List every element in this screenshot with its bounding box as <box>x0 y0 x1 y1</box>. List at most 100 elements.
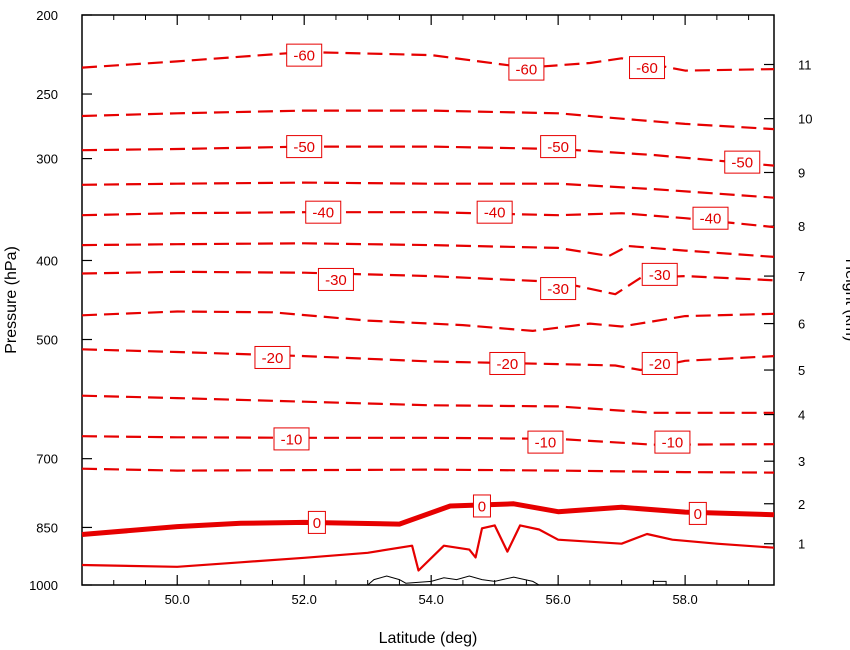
y-tick-label: 1000 <box>29 578 58 593</box>
contour-label-box <box>286 135 323 159</box>
contour-label-box <box>508 57 545 81</box>
terrain-outline <box>367 575 667 586</box>
contour-labels: -60 -60 -60 -50 -50 -50 -40 -40 -40 -30 -30 -30 -20 -… <box>254 43 761 534</box>
y2-axis-title: Height (km) <box>842 259 850 342</box>
y-tick-label: 400 <box>36 253 58 268</box>
contour-label-box <box>540 135 577 159</box>
x-tick-label: 58.0 <box>672 592 697 607</box>
contour-label: -60 <box>629 56 666 80</box>
x-tick-label: 52.0 <box>292 592 317 607</box>
y-tick-label: 850 <box>36 520 58 535</box>
contour-label: -40 <box>476 200 513 224</box>
contour-label: -60 <box>508 57 545 81</box>
contour-label: -30 <box>540 277 577 301</box>
contour-label-box <box>317 267 354 291</box>
contour-label-text: -60 <box>636 60 658 77</box>
contour-label-box <box>654 430 691 454</box>
contour-line--20 <box>81 348 775 372</box>
contour-lines <box>81 50 775 572</box>
contour-label-text: -50 <box>731 155 753 172</box>
contour-label-box <box>254 345 291 369</box>
contour-label-text: -10 <box>662 435 684 452</box>
contour-label: 0 <box>307 510 326 534</box>
x-tick-label: 56.0 <box>545 592 570 607</box>
contour-label-text: -30 <box>325 272 347 289</box>
contour-line--10 <box>81 435 775 446</box>
contour-label-box <box>476 200 513 224</box>
contour-label-text: -20 <box>497 356 519 373</box>
y2-tick-label: 8 <box>798 219 805 234</box>
contour-label: -10 <box>273 427 310 451</box>
y-axis-title: Pressure (hPa) <box>3 246 20 354</box>
contour-label-text: -60 <box>516 62 538 79</box>
contour-label-box <box>472 494 491 518</box>
y2-tick-label: 3 <box>798 454 805 469</box>
contour-label: -40 <box>305 200 342 224</box>
contour-label-text: -60 <box>293 48 315 65</box>
y2-tick-label: 7 <box>798 269 805 284</box>
y2-tick-label: 11 <box>798 57 812 72</box>
contour-line-5 <box>81 524 775 572</box>
contour-label-text: -40 <box>700 211 722 228</box>
contour-label-text: 0 <box>694 506 702 523</box>
contour-line--15 <box>81 394 774 414</box>
contour-label: -10 <box>527 430 564 454</box>
contour-label-box <box>688 501 707 525</box>
y2-tick-label: 6 <box>798 317 805 332</box>
y2-tick-label: 1 <box>798 537 805 552</box>
terrain-line <box>367 575 667 586</box>
contour-label-box <box>641 351 678 375</box>
contour-label-text: 0 <box>478 498 486 515</box>
contour-label: -40 <box>692 206 729 230</box>
contour-label-text: -40 <box>312 205 334 222</box>
contour-label-text: -10 <box>535 435 557 452</box>
y2-tick-label: 5 <box>798 363 805 378</box>
contour-line--5 <box>81 467 775 474</box>
y2-tick-label: 10 <box>798 112 812 127</box>
contour-line--55 <box>81 109 775 131</box>
contour-label-box <box>273 427 310 451</box>
y-tick-label: 700 <box>36 452 58 467</box>
contour-label-box <box>286 43 323 67</box>
contour-label: -30 <box>641 262 678 286</box>
contour-label-text: -30 <box>649 267 671 284</box>
x-tick-label: 54.0 <box>419 592 444 607</box>
contour-label-box <box>641 262 678 286</box>
y-tick-label: 500 <box>36 333 58 348</box>
contour-label-box <box>527 430 564 454</box>
contour-label-text: -40 <box>484 205 506 222</box>
contour-label: -10 <box>654 430 691 454</box>
contour-label-text: -30 <box>547 281 569 298</box>
plot-frame <box>81 14 775 586</box>
contour-label-text: -20 <box>649 356 671 373</box>
contour-label: -60 <box>286 43 323 67</box>
contour-label: -20 <box>489 351 526 375</box>
contour-line--35 <box>81 242 775 258</box>
y2-tick-label: 9 <box>798 165 805 180</box>
contour-label-text: -10 <box>281 431 303 448</box>
y2-tick-label: 2 <box>798 497 805 512</box>
contour-label-box <box>540 277 577 301</box>
contour-label: -20 <box>641 351 678 375</box>
contour-line--60 <box>81 50 775 72</box>
contour-label: -20 <box>254 345 291 369</box>
contour-line--45 <box>81 181 775 199</box>
contour-line--50 <box>81 145 775 167</box>
contour-label: -30 <box>317 267 354 291</box>
contour-label: -50 <box>286 135 323 159</box>
contour-label-text: -20 <box>262 350 284 367</box>
contour-label-text: 0 <box>313 515 321 532</box>
y2-tick-label: 4 <box>798 408 805 423</box>
y-tick-label: 200 <box>36 8 58 23</box>
contour-label: -50 <box>724 150 761 174</box>
y-tick-label: 300 <box>36 152 58 167</box>
contour-label-text: -50 <box>547 139 569 156</box>
contour-label: 0 <box>472 494 491 518</box>
axes: 50.0 52.0 54.0 56.0 58.020025030040050070085… <box>29 8 812 607</box>
contour-label-box <box>692 206 729 230</box>
contour-label: 0 <box>688 501 707 525</box>
contour-label-box <box>307 510 326 534</box>
x-tick-label: 50.0 <box>165 592 190 607</box>
contour-label-text: -50 <box>293 139 315 156</box>
